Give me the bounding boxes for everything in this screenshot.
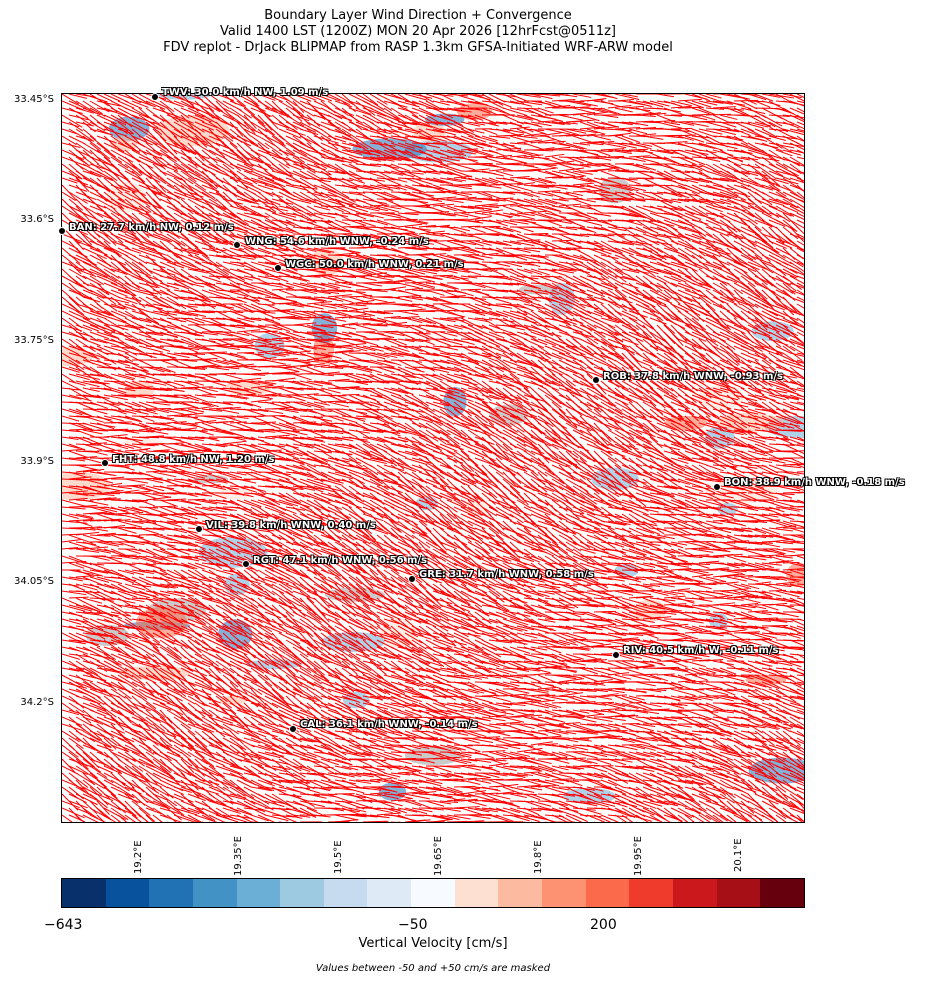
colorbar-segment <box>367 879 412 907</box>
chart-title-line-3: FDV replot - DrJack BLIPMAP from RASP 1.… <box>163 40 673 55</box>
colorbar-segment <box>280 879 324 907</box>
lat-label: 33.45°S <box>14 94 54 105</box>
station-marker <box>713 483 721 491</box>
colorbar-segment <box>105 879 150 907</box>
station-marker <box>151 93 159 101</box>
wind-map <box>61 93 805 823</box>
convergence-patch <box>751 321 794 342</box>
station-label-bon: BON: 38.9 km/h WNW, -0.18 m/s <box>724 477 905 488</box>
lon-label: 19.8°E <box>533 840 544 874</box>
colorbar <box>61 878 805 908</box>
colorbar-tick-label: 200 <box>590 917 617 933</box>
colorbar-segment <box>236 879 281 907</box>
station-label-twv: TWV: 30.0 km/h NW, 1.09 m/s <box>162 87 329 98</box>
convergence-patch <box>122 438 164 448</box>
wind-arrows <box>62 94 804 822</box>
colorbar-label: Vertical Velocity [cm/s] <box>358 936 508 951</box>
station-marker <box>233 241 241 249</box>
station-label-vil: VIL: 39.8 km/h WNW, 0.40 m/s <box>206 520 376 531</box>
convergence-patch <box>456 103 493 120</box>
colorbar-tick-label: −50 <box>398 917 428 933</box>
colorbar-segment <box>454 879 499 907</box>
lat-label: 33.75°S <box>14 335 54 346</box>
station-label-fht: FHT: 48.8 km/h NW, 1.20 m/s <box>112 454 275 465</box>
lon-label: 19.65°E <box>433 836 444 876</box>
lon-label: 19.95°E <box>633 836 644 876</box>
convergence-patch <box>378 782 407 801</box>
station-marker <box>408 575 416 583</box>
station-label-rgt: RGT: 47.1 km/h WNW, 0.56 m/s <box>253 555 428 566</box>
station-label-ban: BAN: 27.7 km/h NW, 0.12 m/s <box>69 222 234 233</box>
station-marker <box>101 459 109 467</box>
lon-label: 20.1°E <box>733 838 744 872</box>
colorbar-segment <box>629 879 673 907</box>
convergence-patch <box>219 695 247 705</box>
colorbar-segment <box>542 879 586 907</box>
lon-label: 19.35°E <box>233 836 244 876</box>
colorbar-segment <box>411 879 455 907</box>
lat-label: 33.9°S <box>20 456 54 467</box>
station-marker <box>195 525 203 533</box>
mask-note: Values between -50 and +50 cm/s are mask… <box>315 963 551 974</box>
lat-label: 33.6°S <box>20 214 54 225</box>
lon-label: 19.2°E <box>133 840 144 874</box>
lat-label: 34.05°S <box>14 576 54 587</box>
lon-label: 19.5°E <box>333 840 344 874</box>
chart-title-line-1: Boundary Layer Wind Direction + Converge… <box>264 8 572 23</box>
convergence-patch <box>125 380 155 399</box>
convergence-patch <box>136 606 188 639</box>
colorbar-segment <box>716 879 761 907</box>
station-marker <box>242 560 250 568</box>
station-marker <box>612 651 620 659</box>
colorbar-segment <box>498 879 543 907</box>
colorbar-segment <box>149 879 193 907</box>
station-label-gre: GRE: 31.7 km/h WNW, 0.58 m/s <box>419 569 594 580</box>
station-marker <box>289 725 297 733</box>
colorbar-segment <box>585 879 630 907</box>
convergence-patch <box>225 379 272 396</box>
convergence-patch <box>748 757 804 784</box>
colorbar-segment <box>760 879 804 907</box>
colorbar-segment <box>672 879 717 907</box>
station-label-cal: CAL: 36.1 km/h WNW, -0.14 m/s <box>300 719 478 730</box>
chart-title-line-2: Valid 1400 LST (1200Z) MON 20 Apr 2026 [… <box>220 24 616 39</box>
station-marker <box>592 376 600 384</box>
convergence-patch <box>62 347 93 366</box>
station-marker <box>58 227 66 235</box>
station-label-riv: RIV: 40.5 km/h W, -0.11 m/s <box>623 645 779 656</box>
colorbar-tick-label: −643 <box>44 917 83 933</box>
station-marker <box>274 264 282 272</box>
station-label-wng: WNG: 54.6 km/h WNW, -0.24 m/s <box>245 236 429 247</box>
colorbar-segment <box>192 879 237 907</box>
lat-label: 34.2°S <box>20 697 54 708</box>
station-label-wgc: WGC: 50.0 km/h WNW, 0.21 m/s <box>285 259 464 270</box>
colorbar-segment <box>323 879 368 907</box>
colorbar-segment <box>62 879 106 907</box>
wind-vector-field <box>62 94 804 822</box>
station-label-rob: ROB: 37.8 km/h WNW, -0.93 m/s <box>603 371 784 382</box>
